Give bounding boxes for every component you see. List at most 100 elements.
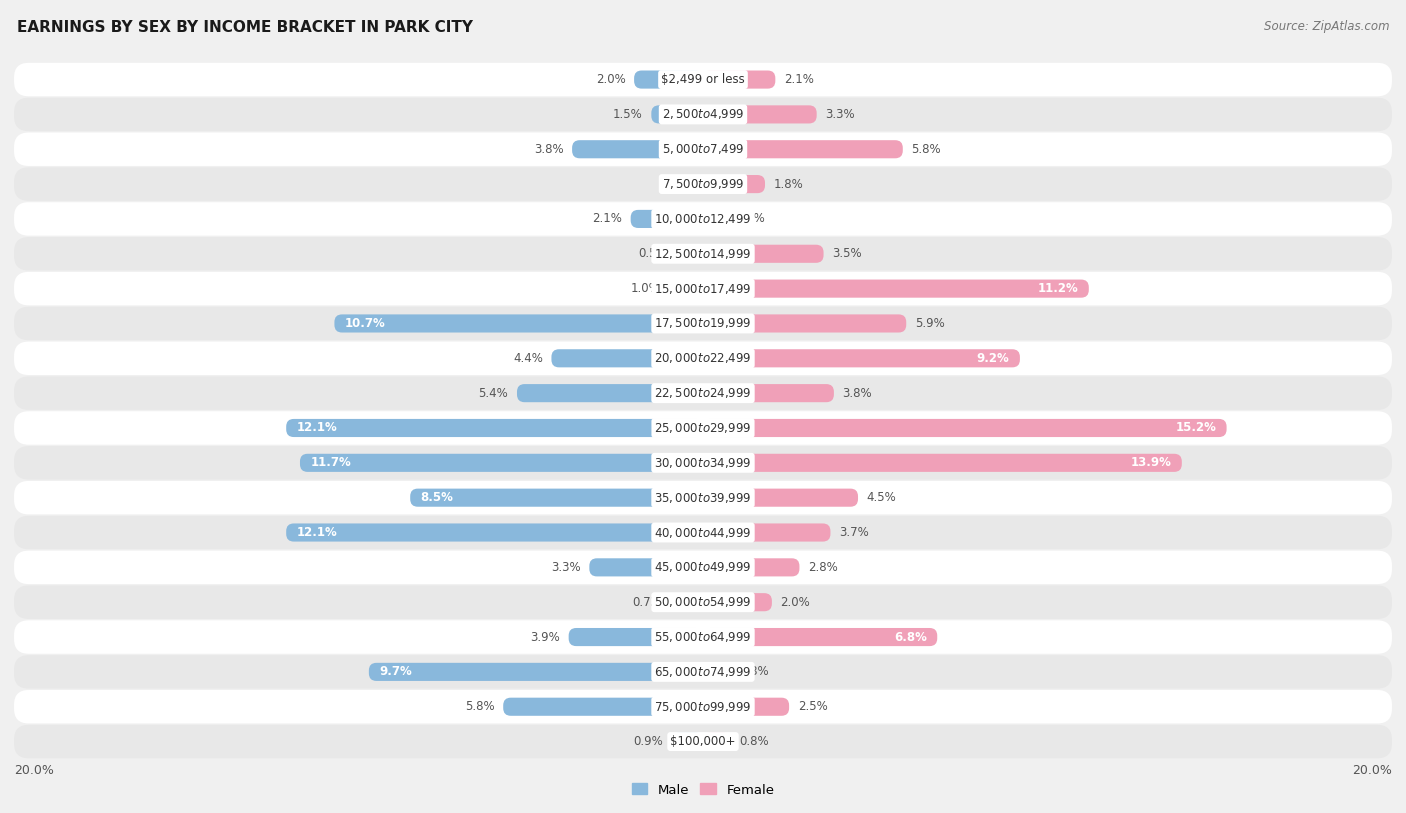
FancyBboxPatch shape [14, 550, 1392, 584]
Text: 0.8%: 0.8% [740, 665, 769, 678]
FancyBboxPatch shape [703, 315, 907, 333]
Text: 3.7%: 3.7% [839, 526, 869, 539]
Text: 2.8%: 2.8% [808, 561, 838, 574]
FancyBboxPatch shape [335, 315, 703, 333]
Text: 5.8%: 5.8% [465, 700, 495, 713]
Text: $2,500 to $4,999: $2,500 to $4,999 [662, 107, 744, 121]
Text: 1.5%: 1.5% [613, 108, 643, 121]
FancyBboxPatch shape [551, 350, 703, 367]
FancyBboxPatch shape [703, 733, 731, 750]
FancyBboxPatch shape [683, 245, 703, 263]
Text: 2.1%: 2.1% [785, 73, 814, 86]
Text: $7,500 to $9,999: $7,500 to $9,999 [662, 177, 744, 191]
FancyBboxPatch shape [703, 350, 1019, 367]
Text: 8.5%: 8.5% [420, 491, 453, 504]
Text: 4.5%: 4.5% [866, 491, 897, 504]
FancyBboxPatch shape [703, 175, 765, 193]
FancyBboxPatch shape [14, 481, 1392, 515]
Text: $65,000 to $74,999: $65,000 to $74,999 [654, 665, 752, 679]
Text: 0.73%: 0.73% [633, 596, 669, 609]
Text: $45,000 to $49,999: $45,000 to $49,999 [654, 560, 752, 574]
Text: $10,000 to $12,499: $10,000 to $12,499 [654, 212, 752, 226]
Text: $40,000 to $44,999: $40,000 to $44,999 [654, 525, 752, 540]
Text: $5,000 to $7,499: $5,000 to $7,499 [662, 142, 744, 156]
Text: 9.2%: 9.2% [977, 352, 1010, 365]
Text: 5.9%: 5.9% [915, 317, 945, 330]
FancyBboxPatch shape [14, 167, 1392, 201]
FancyBboxPatch shape [14, 307, 1392, 340]
FancyBboxPatch shape [14, 63, 1392, 96]
Text: 2.5%: 2.5% [797, 700, 828, 713]
FancyBboxPatch shape [703, 489, 858, 506]
Text: 1.0%: 1.0% [630, 282, 659, 295]
Text: 0.56%: 0.56% [638, 247, 675, 260]
FancyBboxPatch shape [503, 698, 703, 715]
Text: 20.0%: 20.0% [1353, 764, 1392, 777]
FancyBboxPatch shape [703, 245, 824, 263]
Text: 2.1%: 2.1% [592, 212, 621, 225]
FancyBboxPatch shape [703, 628, 938, 646]
Text: 1.8%: 1.8% [773, 177, 803, 190]
FancyBboxPatch shape [589, 559, 703, 576]
Text: $17,500 to $19,999: $17,500 to $19,999 [654, 316, 752, 330]
FancyBboxPatch shape [703, 698, 789, 715]
FancyBboxPatch shape [14, 341, 1392, 375]
FancyBboxPatch shape [703, 419, 1226, 437]
Text: EARNINGS BY SEX BY INCOME BRACKET IN PARK CITY: EARNINGS BY SEX BY INCOME BRACKET IN PAR… [17, 20, 472, 35]
FancyBboxPatch shape [287, 524, 703, 541]
Text: $15,000 to $17,499: $15,000 to $17,499 [654, 281, 752, 296]
FancyBboxPatch shape [14, 272, 1392, 306]
Text: 2.0%: 2.0% [780, 596, 810, 609]
Text: 11.7%: 11.7% [311, 456, 352, 469]
Text: $35,000 to $39,999: $35,000 to $39,999 [654, 491, 752, 505]
Text: $75,000 to $99,999: $75,000 to $99,999 [654, 700, 752, 714]
FancyBboxPatch shape [14, 725, 1392, 759]
FancyBboxPatch shape [703, 210, 727, 228]
FancyBboxPatch shape [703, 524, 831, 541]
FancyBboxPatch shape [14, 515, 1392, 550]
FancyBboxPatch shape [14, 690, 1392, 724]
Text: 3.9%: 3.9% [530, 631, 560, 644]
FancyBboxPatch shape [703, 593, 772, 611]
Text: 12.1%: 12.1% [297, 526, 337, 539]
Text: 6.8%: 6.8% [894, 631, 927, 644]
Text: $2,499 or less: $2,499 or less [661, 73, 745, 86]
FancyBboxPatch shape [634, 71, 703, 89]
Text: 11.2%: 11.2% [1038, 282, 1078, 295]
Text: 5.4%: 5.4% [478, 387, 509, 400]
FancyBboxPatch shape [703, 384, 834, 402]
Text: 3.8%: 3.8% [534, 143, 564, 156]
FancyBboxPatch shape [672, 733, 703, 750]
Text: $50,000 to $54,999: $50,000 to $54,999 [654, 595, 752, 609]
FancyBboxPatch shape [678, 593, 703, 611]
FancyBboxPatch shape [368, 663, 703, 681]
Text: 20.0%: 20.0% [14, 764, 53, 777]
Text: 3.3%: 3.3% [551, 561, 581, 574]
Text: 3.3%: 3.3% [825, 108, 855, 121]
Text: 10.7%: 10.7% [344, 317, 385, 330]
FancyBboxPatch shape [14, 202, 1392, 236]
FancyBboxPatch shape [299, 454, 703, 472]
Text: 0.8%: 0.8% [740, 735, 769, 748]
Text: $12,500 to $14,999: $12,500 to $14,999 [654, 247, 752, 261]
FancyBboxPatch shape [14, 620, 1392, 654]
Text: $20,000 to $22,499: $20,000 to $22,499 [654, 351, 752, 365]
FancyBboxPatch shape [703, 71, 775, 89]
Text: Source: ZipAtlas.com: Source: ZipAtlas.com [1264, 20, 1389, 33]
FancyBboxPatch shape [572, 140, 703, 159]
FancyBboxPatch shape [14, 237, 1392, 271]
Text: 12.1%: 12.1% [297, 421, 337, 434]
Text: 15.2%: 15.2% [1175, 421, 1216, 434]
FancyBboxPatch shape [14, 133, 1392, 166]
FancyBboxPatch shape [703, 140, 903, 159]
Text: 13.9%: 13.9% [1130, 456, 1171, 469]
Text: $22,500 to $24,999: $22,500 to $24,999 [654, 386, 752, 400]
FancyBboxPatch shape [651, 106, 703, 124]
FancyBboxPatch shape [14, 98, 1392, 131]
Text: 2.0%: 2.0% [596, 73, 626, 86]
FancyBboxPatch shape [14, 376, 1392, 410]
Text: 4.4%: 4.4% [513, 352, 543, 365]
Text: 3.5%: 3.5% [832, 247, 862, 260]
FancyBboxPatch shape [703, 454, 1182, 472]
Text: 0.7%: 0.7% [735, 212, 765, 225]
